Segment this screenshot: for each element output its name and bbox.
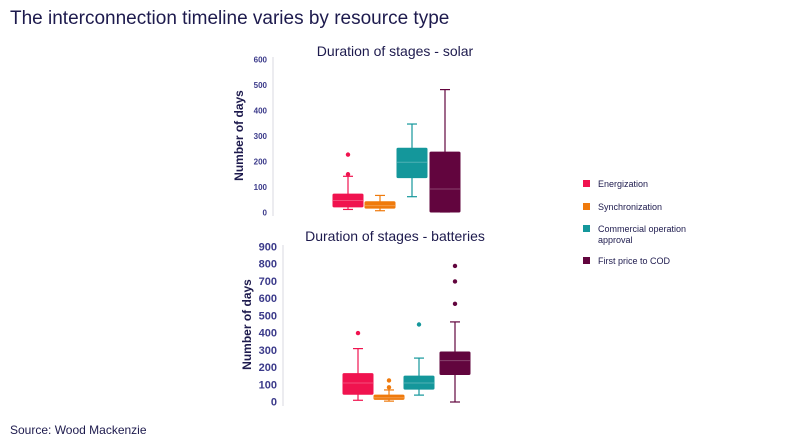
y-tick-label: 500 <box>254 81 268 90</box>
outlier-point <box>416 322 422 327</box>
box-iqr <box>429 151 461 213</box>
legend-item: Energization <box>583 179 648 189</box>
chart-0: Duration of stages - solar Number of days… <box>232 43 474 218</box>
y-tick-label: 900 <box>259 242 277 254</box>
legend-item: First price to COD <box>583 256 671 266</box>
y-tick-label: 200 <box>254 158 268 167</box>
box-iqr <box>342 373 374 395</box>
legend: Energization Synchronization Commercial op… <box>583 179 686 266</box>
y-tick-label: 600 <box>254 56 268 65</box>
y-axis-label: Number of days <box>240 279 254 370</box>
outlier-point <box>355 330 361 336</box>
legend-label: Energization <box>598 179 648 189</box>
y-axis-label: Number of days <box>232 90 246 181</box>
outlier-point <box>345 172 351 177</box>
box-energization <box>332 152 364 211</box>
box-first-price-to-cod <box>439 263 471 403</box>
outlier-point <box>452 279 458 284</box>
box-commercial-operation-approval <box>396 123 428 198</box>
legend-label: Synchronization <box>598 202 662 212</box>
source-note: Source: Wood Mackenzie <box>10 423 147 437</box>
legend-swatch <box>583 225 590 232</box>
y-tick-label: 400 <box>259 328 277 340</box>
outlier-point <box>386 378 392 383</box>
box-commercial-operation-approval <box>403 322 435 396</box>
y-tick-label: 400 <box>254 107 268 116</box>
box-iqr <box>332 193 364 208</box>
y-tick-label: 100 <box>259 379 277 391</box>
y-tick-label: 300 <box>259 345 277 357</box>
legend-item: Synchronization <box>583 202 662 212</box>
y-tick-label: 100 <box>254 183 268 192</box>
box-iqr <box>439 351 471 375</box>
legend-label: Commercial operation <box>598 224 686 234</box>
legend-swatch <box>583 203 590 210</box>
y-tick-label: 800 <box>259 259 277 271</box>
box-first-price-to-cod <box>429 88 461 213</box>
y-tick-label: 300 <box>254 132 268 141</box>
box-iqr <box>373 394 405 400</box>
box-iqr <box>403 375 435 390</box>
legend-swatch <box>583 257 590 264</box>
box-energization <box>342 330 374 401</box>
outlier-point <box>452 263 458 269</box>
box-synchronization <box>373 378 405 402</box>
legend-swatch <box>583 180 590 187</box>
y-tick-label: 0 <box>271 397 277 409</box>
outlier-point <box>452 301 458 307</box>
legend-label: approval <box>598 235 633 245</box>
outlier-point <box>345 152 351 157</box>
y-tick-label: 200 <box>259 362 277 374</box>
y-tick-label: 500 <box>259 310 277 322</box>
y-tick-label: 0 <box>263 209 268 218</box>
chart-title: Duration of stages - batteries <box>305 228 485 244</box>
y-tick-label: 600 <box>259 293 277 305</box>
page-title: The interconnection timeline varies by r… <box>10 8 450 29</box>
y-tick-label: 700 <box>259 276 277 288</box>
chart-title: Duration of stages - solar <box>317 43 474 59</box>
legend-label: First price to COD <box>598 256 671 266</box>
outlier-point <box>386 385 392 390</box>
chart-1: Duration of stages - batteries Number of … <box>240 228 485 409</box>
box-iqr <box>364 201 396 209</box>
box-synchronization <box>364 194 396 212</box>
box-iqr <box>396 147 428 179</box>
